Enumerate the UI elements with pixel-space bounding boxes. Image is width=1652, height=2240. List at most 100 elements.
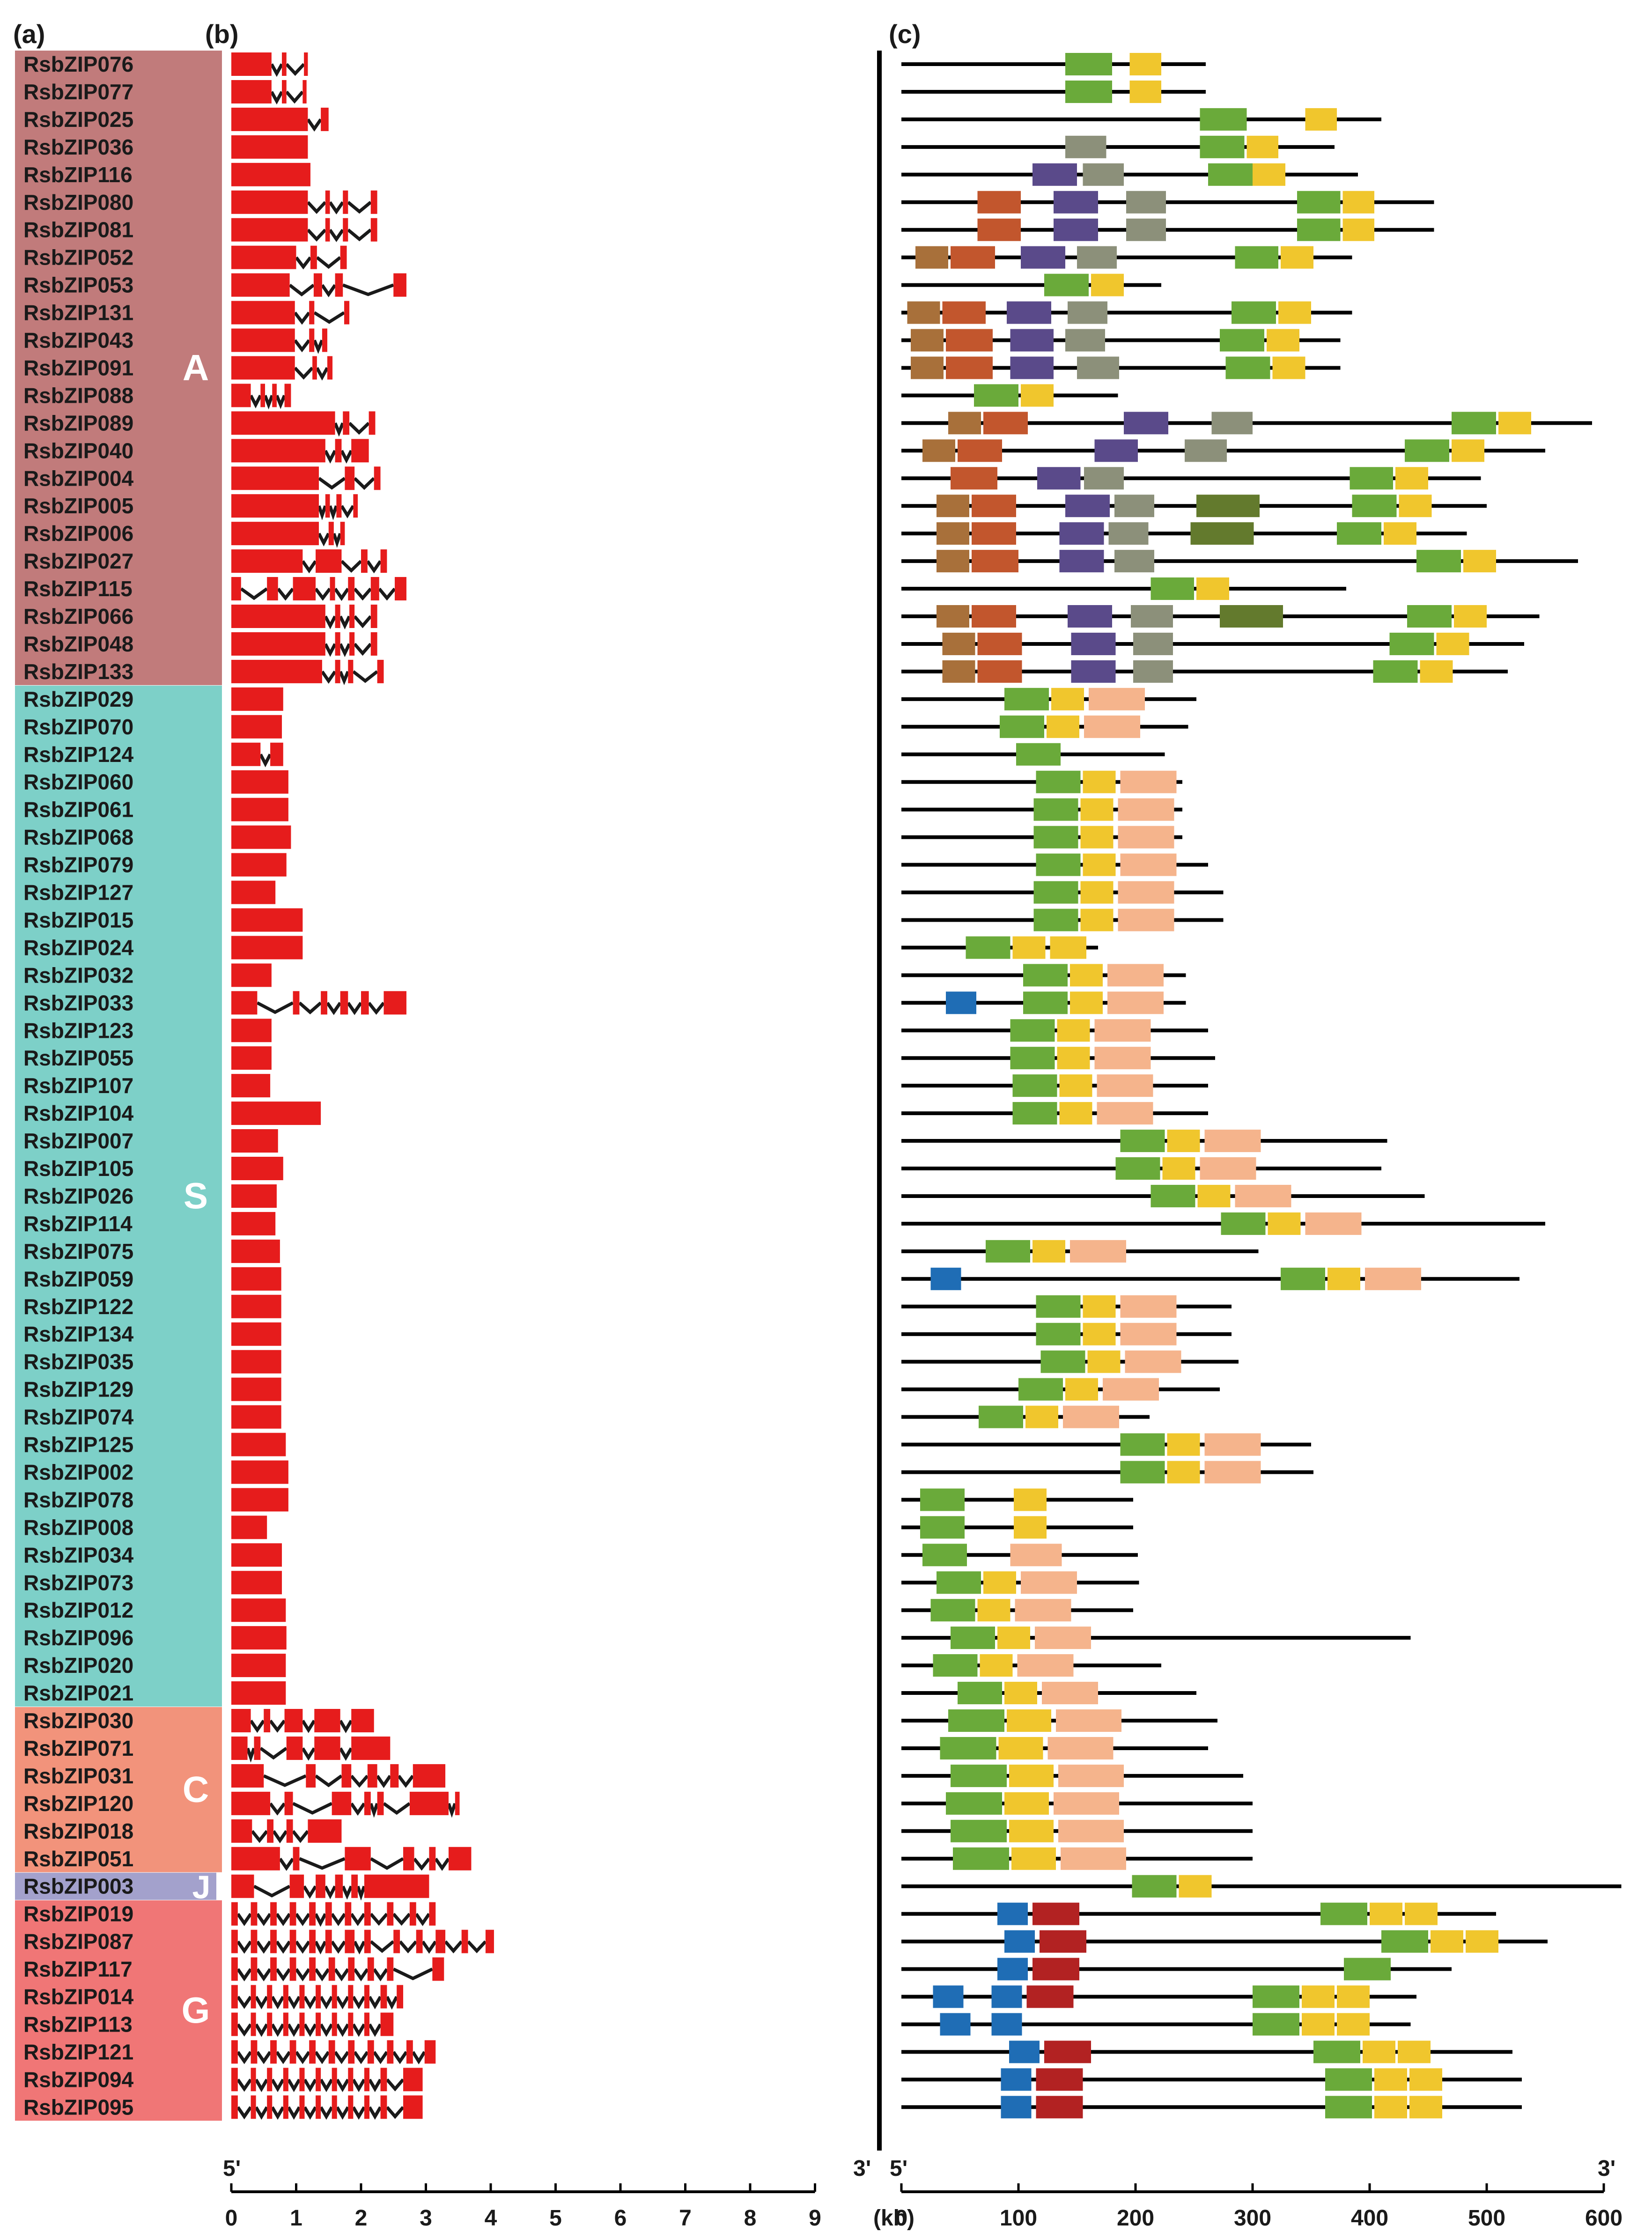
axis-tick-label: 2: [355, 2206, 368, 2231]
group-C-letter: C: [183, 1768, 209, 1810]
motif-yellow: [1014, 1516, 1047, 1539]
protein-row: [901, 191, 1434, 214]
exon-block: [364, 1930, 371, 1953]
exon-block: [231, 1654, 286, 1678]
gene-label: RsbZIP095: [23, 2095, 133, 2119]
gene-label: RsbZIP071: [23, 1736, 133, 1760]
motif-purple: [1007, 301, 1051, 324]
gene-structure-row: [231, 1902, 436, 1927]
exon-block: [387, 2040, 394, 2064]
motif-gray: [1131, 605, 1173, 628]
protein-row: [901, 1792, 1253, 1815]
intron-line: [270, 91, 284, 105]
exon-block: [270, 742, 283, 766]
motif-yellow: [1087, 1350, 1121, 1373]
group-S-block: [15, 685, 222, 1707]
motif-peach: [1200, 1157, 1256, 1180]
exon-block: [231, 163, 310, 186]
motif-green: [1297, 191, 1341, 214]
protein-row: [901, 495, 1487, 517]
exon-block: [364, 1791, 371, 1815]
protein-row: [901, 550, 1578, 573]
exon-block: [429, 1847, 436, 1870]
axis-tick-label: 7: [679, 2206, 692, 2231]
motif-green: [1337, 522, 1381, 545]
gene-structure-row: [231, 328, 327, 354]
exon-block: [270, 1902, 277, 1926]
motif-peach: [1042, 1682, 1098, 1705]
intron-line: [254, 2023, 269, 2037]
gene-structure-row: [231, 135, 308, 159]
motif-green: [958, 1682, 1002, 1705]
intron-line: [324, 1885, 337, 1900]
exon-block: [231, 1046, 272, 1070]
intron-line: [288, 283, 315, 297]
exon-block: [267, 2095, 273, 2119]
motif-green: [1040, 1350, 1085, 1373]
exon-block: [251, 1985, 256, 2009]
gene-label: RsbZIP105: [23, 1156, 133, 1181]
exon-block: [390, 1764, 399, 1788]
exon-block: [348, 1985, 354, 2009]
gene-structure-row: [231, 384, 291, 410]
protein-row: [901, 1267, 1519, 1290]
intron-line: [353, 643, 372, 656]
motif-green: [979, 1405, 1023, 1428]
exon-block: [406, 2040, 413, 2064]
motif-green: [966, 936, 1010, 959]
motif-green: [1325, 2096, 1372, 2119]
motif-green: [922, 1544, 967, 1567]
intron-line: [285, 90, 304, 104]
gene-label: RsbZIP033: [23, 991, 133, 1015]
protein-row: [901, 798, 1182, 821]
gene-structure-row: [231, 880, 276, 904]
motif-yellow: [1267, 329, 1299, 352]
intron-line: [347, 229, 372, 242]
protein-row: [901, 632, 1524, 655]
motif-darkred: [1036, 2068, 1083, 2091]
exon-block: [345, 1902, 352, 1926]
protein-row: [901, 439, 1545, 462]
motif-green: [953, 1847, 1009, 1870]
motif-yellow: [1246, 135, 1278, 158]
exon-block: [293, 577, 316, 601]
protein-row: [901, 2013, 1411, 2036]
exon-block: [231, 494, 319, 518]
exon-block: [348, 2012, 354, 2036]
gene-structure-row: [231, 1350, 281, 1374]
exon-block: [231, 1239, 280, 1263]
intron-line: [314, 587, 332, 601]
exon-block: [231, 742, 261, 766]
protein-row: [901, 1682, 1196, 1705]
gene-label: RsbZIP131: [23, 301, 133, 325]
gene-structure-row: [231, 1709, 374, 1733]
exon-block: [282, 80, 287, 103]
motif-yellow: [1431, 1930, 1463, 1953]
exon-block: [364, 2012, 370, 2036]
panel-label-b: (b): [205, 19, 239, 49]
gene-structure-row: [231, 1157, 283, 1180]
intron-line: [353, 1968, 369, 1981]
motif-peach: [1235, 1184, 1291, 1207]
protein-row: [901, 384, 1118, 407]
protein-row: [901, 1240, 1259, 1263]
motif-gray: [1114, 495, 1154, 517]
exon-block: [349, 632, 355, 656]
gene-label: RsbZIP070: [23, 715, 133, 739]
exon-block: [325, 190, 330, 214]
motif-green: [1325, 2068, 1372, 2091]
motif-green: [1389, 632, 1434, 655]
exon-block: [231, 549, 303, 573]
exon-block: [289, 1874, 304, 1898]
exon-block: [270, 2040, 277, 2064]
gene-label: RsbZIP024: [23, 935, 134, 960]
exon-block: [251, 2040, 258, 2064]
intron-line: [287, 2106, 301, 2120]
motif-yellow: [1004, 1792, 1049, 1815]
motif-yellow: [1059, 1074, 1092, 1097]
axis-tick-label: 5: [549, 2206, 562, 2231]
exon-block: [416, 1930, 423, 1953]
intron-line: [319, 2078, 333, 2092]
protein-row: [901, 991, 1186, 1014]
